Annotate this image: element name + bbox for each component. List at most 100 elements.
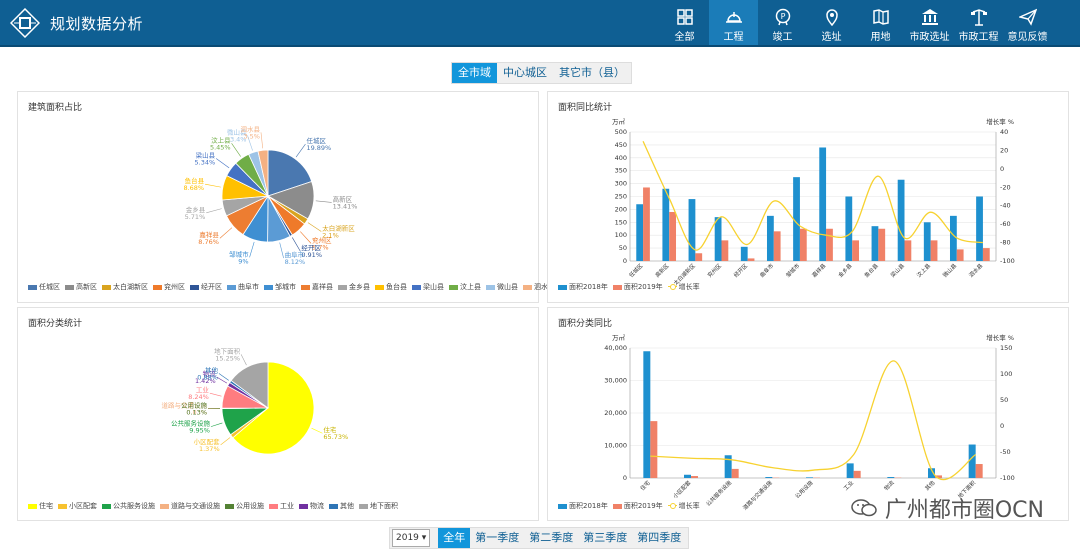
- legend-item[interactable]: 汶上县: [449, 282, 481, 292]
- pie-value-label: 1.37%: [199, 445, 220, 453]
- legend-item[interactable]: 公共服务设施: [102, 501, 155, 511]
- pie-label-leader: [206, 208, 222, 214]
- y-tick-left: 150: [615, 218, 627, 226]
- x-tick-label: 鱼台县: [862, 261, 880, 279]
- panel-area-yoy: 面积同比统计 0 50 100 150 200 250 300 350 400 450 500 -10…: [547, 91, 1069, 303]
- legend-item[interactable]: 物流: [299, 501, 324, 511]
- pie-label: 经开区: [301, 243, 321, 252]
- period-tab-1[interactable]: 第一季度: [475, 531, 520, 544]
- nav-item-6[interactable]: 市政工程: [954, 0, 1003, 47]
- legend-label: 金乡县: [349, 283, 370, 291]
- legend-item[interactable]: 任城区: [28, 282, 60, 292]
- period-tab-2[interactable]: 第二季度: [529, 531, 574, 544]
- y-tick-right: -80: [1000, 239, 1011, 247]
- bar-2019: [747, 258, 755, 261]
- legend-item[interactable]: 邹城市: [264, 282, 296, 292]
- scope-tab-0[interactable]: 全市域: [452, 63, 497, 83]
- legend-item[interactable]: 高新区: [65, 282, 97, 292]
- nav-item-label: 用地: [870, 32, 891, 43]
- nav-item-4[interactable]: 用地: [856, 0, 905, 47]
- legend-label: 泗水县: [534, 283, 555, 291]
- scope-tab-1[interactable]: 中心城区: [503, 66, 547, 79]
- pie-value-label: 2.1%: [322, 232, 339, 240]
- y-tick-right: -40: [1000, 202, 1011, 210]
- legend-item[interactable]: 兖州区: [153, 282, 185, 292]
- legend-swatch: [28, 503, 37, 509]
- bar-2018: [765, 477, 773, 478]
- legend-item[interactable]: 微山县: [486, 282, 518, 292]
- bar-2019: [853, 470, 861, 478]
- bar-2018: [643, 351, 651, 478]
- pie-value-label: 1.42%: [195, 377, 216, 385]
- wechat-watermark: 广州都市圈OCN: [851, 492, 1044, 524]
- legend-item[interactable]: 道路与交通设施: [160, 501, 220, 511]
- pie-label: 泗水县: [240, 124, 260, 133]
- legend-label: 任城区: [39, 283, 60, 291]
- nav-item-3[interactable]: 选址: [807, 0, 856, 47]
- pie-label-leader: [215, 158, 230, 169]
- y-tick-right: 100: [1000, 370, 1012, 378]
- legend-item[interactable]: 面积2018年: [558, 282, 608, 292]
- legend-item[interactable]: 太白湖新区: [102, 282, 148, 292]
- chart-legend: 住宅 小区配套 公共服务设施 道路与交通设施 公用设施 工业 物流 其他 地下面积: [28, 501, 403, 511]
- nav-item-2[interactable]: P 竣工: [758, 0, 807, 47]
- legend-item[interactable]: 增长率: [667, 282, 700, 292]
- nav-item-0[interactable]: 全部: [660, 0, 709, 47]
- legend-item[interactable]: 公用设施: [225, 501, 264, 511]
- legend-item[interactable]: 地下面积: [359, 501, 398, 511]
- y-tick-left: 30,000: [604, 377, 627, 385]
- pie-label: 其他: [205, 365, 219, 374]
- street-lamp-icon: [970, 9, 987, 26]
- legend-item[interactable]: 曲阜市: [227, 282, 259, 292]
- legend-swatch: [449, 284, 458, 290]
- legend-item[interactable]: 泗水县: [523, 282, 555, 292]
- year-select[interactable]: 2019 ▾: [392, 529, 431, 547]
- legend-item[interactable]: 小区配套: [58, 501, 97, 511]
- legend-item[interactable]: 面积2018年: [558, 501, 608, 511]
- panel-title: 建筑面积占比: [28, 103, 83, 113]
- legend-item[interactable]: 面积2019年: [612, 282, 663, 292]
- period-tab-3[interactable]: 第三季度: [583, 531, 628, 544]
- top-nav: 全部 工程 P 竣工 选址 用地 市政选址 市政工程 意见反馈: [660, 0, 1052, 47]
- pie-label: 道路与交通设施: [162, 401, 208, 410]
- period-filter-bar: 2019 ▾ 全年 第一季度 第二季度 第三季度 第四季度: [389, 527, 690, 549]
- legend-item[interactable]: 鱼台县: [375, 282, 407, 292]
- pie-value-label: 5.7%: [312, 243, 329, 251]
- x-tick-label: 汶上县: [915, 261, 933, 279]
- x-tick-label: 曲阜市: [758, 261, 776, 279]
- nav-item-label: 选址: [821, 32, 842, 43]
- legend-item[interactable]: 嘉祥县: [301, 282, 333, 292]
- y-tick-left: 250: [615, 193, 627, 201]
- legend-item[interactable]: 住宅: [28, 501, 53, 511]
- legend-item[interactable]: 面积2019年: [612, 501, 663, 511]
- pie-slice: [232, 361, 315, 455]
- pie-label: 工业: [196, 385, 210, 394]
- legend-label: 太白湖新区: [113, 283, 148, 291]
- bar-line-chart-category-yoy: 0 10,000 20,000 30,000 40,000 -100 -50 0 50 100 15…: [604, 333, 1015, 512]
- legend-item[interactable]: 经开区: [190, 282, 222, 292]
- pie-label-leader: [231, 143, 241, 157]
- legend-item[interactable]: 金乡县: [338, 282, 370, 292]
- legend-swatch: [359, 503, 368, 509]
- bar-2018: [928, 468, 935, 478]
- legend-item[interactable]: 工业: [269, 501, 294, 511]
- legend-label: 住宅: [39, 502, 53, 510]
- scope-tab-2[interactable]: 其它市（县）: [559, 66, 625, 79]
- y-tick-left: 0: [623, 474, 627, 482]
- pie-label-leader: [205, 183, 221, 188]
- bar-2018: [923, 222, 931, 261]
- legend-item[interactable]: 其他: [329, 501, 354, 511]
- period-tab-4[interactable]: 第四季度: [637, 531, 682, 544]
- legend-item[interactable]: 梁山县: [412, 282, 444, 292]
- nav-item-7[interactable]: 意见反馈: [1003, 0, 1052, 47]
- nav-item-5[interactable]: 市政选址: [905, 0, 954, 47]
- y-tick-left: 20,000: [604, 409, 627, 417]
- nav-item-label: 全部: [674, 32, 695, 43]
- legend-item[interactable]: 增长率: [667, 501, 700, 511]
- period-tab-0[interactable]: 全年: [438, 528, 471, 548]
- nav-item-1[interactable]: 工程: [709, 0, 758, 47]
- legend-label: 公共服务设施: [113, 502, 155, 510]
- nav-item-label: 市政选址: [909, 32, 950, 43]
